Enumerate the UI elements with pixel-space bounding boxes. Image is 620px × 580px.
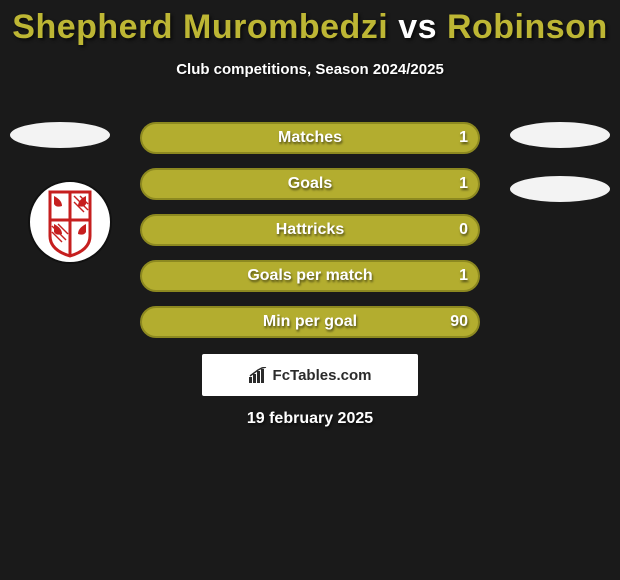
stats-bars: Matches1Goals1Hattricks0Goals per match1… <box>140 122 480 352</box>
stat-bar-value: 1 <box>459 168 468 200</box>
infographic-root: Shepherd Murombedzi vs Robinson Club com… <box>0 0 620 78</box>
player2-photo-placeholder-1 <box>510 122 610 148</box>
date-label: 19 february 2025 <box>0 410 620 428</box>
stat-bar-value: 1 <box>459 260 468 292</box>
stat-bar-label: Goals per match <box>140 260 480 292</box>
bar-chart-icon <box>249 367 269 383</box>
stat-bar: Matches1 <box>140 122 480 154</box>
stat-bar-value: 90 <box>450 306 468 338</box>
stat-bar-label: Goals <box>140 168 480 200</box>
stat-bar-value: 1 <box>459 122 468 154</box>
stat-bar: Goals per match1 <box>140 260 480 292</box>
stat-bar-value: 0 <box>459 214 468 246</box>
player1-photo-placeholder <box>10 122 110 148</box>
title-vs: vs <box>398 8 437 46</box>
stat-bar: Goals1 <box>140 168 480 200</box>
club-crest <box>28 180 112 264</box>
brand-text: FcTables.com <box>273 367 372 384</box>
stat-bar: Min per goal90 <box>140 306 480 338</box>
title-player2: Robinson <box>447 8 608 46</box>
stat-bar-label: Matches <box>140 122 480 154</box>
page-title: Shepherd Murombedzi vs Robinson <box>0 0 620 47</box>
stat-bar: Hattricks0 <box>140 214 480 246</box>
shield-icon <box>28 180 112 264</box>
title-player1: Shepherd Murombedzi <box>12 8 388 46</box>
stat-bar-label: Min per goal <box>140 306 480 338</box>
player2-photo-placeholder-2 <box>510 176 610 202</box>
stat-bar-label: Hattricks <box>140 214 480 246</box>
brand-badge: FcTables.com <box>202 354 418 396</box>
subtitle: Club competitions, Season 2024/2025 <box>0 61 620 78</box>
